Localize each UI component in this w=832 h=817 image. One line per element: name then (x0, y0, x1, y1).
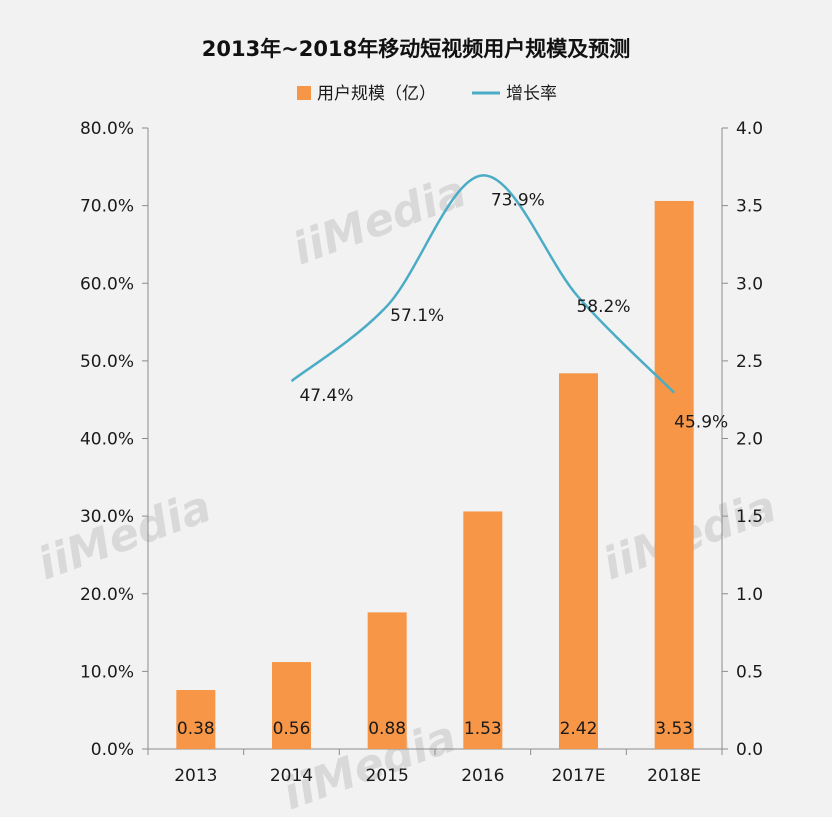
x-tick-label: 2014 (270, 766, 313, 786)
bar-value-label: 0.56 (273, 719, 311, 739)
watermark-text: iiMedia (286, 166, 473, 276)
legend-bar-label: 用户规模（亿） (317, 84, 436, 104)
line-value-label: 45.9% (674, 413, 728, 433)
bar-series (176, 200, 694, 749)
bar (559, 373, 598, 749)
watermark-text: iiMedia (31, 481, 218, 591)
left-tick-label: 40.0% (80, 430, 134, 450)
bar (654, 200, 694, 749)
x-tick-label: 2016 (461, 766, 504, 786)
bar-value-label: 0.38 (177, 719, 215, 739)
bar (272, 662, 311, 749)
x-tick-label: 2013 (174, 766, 217, 786)
left-tick-label: 50.0% (80, 352, 134, 372)
bar-value-label: 2.42 (560, 719, 598, 739)
axes: 0.0% 10.0% 20.0% 30.0% 40.0% 50.0% 60.0% 70.0% 8… (80, 119, 763, 786)
right-tick-label: 2.0 (736, 430, 763, 450)
left-tick-label: 0.0% (91, 740, 134, 760)
right-tick-label: 2.5 (736, 352, 763, 372)
left-tick-label: 60.0% (80, 274, 134, 294)
bar (463, 511, 503, 749)
line-value-label: 47.4% (299, 386, 353, 406)
legend-line-label: 增长率 (506, 84, 557, 104)
right-tick-label: 1.5 (736, 507, 763, 527)
x-tick-label: 2017E (551, 766, 605, 786)
left-tick-label: 70.0% (80, 197, 134, 217)
legend-bar-swatch (297, 86, 311, 100)
line-value-label: 73.9% (491, 190, 545, 210)
growth-rate-line (290, 174, 676, 394)
x-tick-label: 2018E (647, 766, 701, 786)
bar-value-label: 1.53 (464, 719, 502, 739)
data-labels: 0.38 0.56 0.88 1.53 2.42 3.53 47.4% 57.1% 73.9% 5… (177, 190, 728, 739)
right-tick-label: 0.0 (736, 740, 763, 760)
chart-title: 2013年~2018年移动短视频用户规模及预测 (202, 37, 631, 61)
bar (176, 690, 216, 749)
right-tick-label: 3.0 (736, 274, 763, 294)
right-tick-label: 1.0 (736, 585, 763, 605)
line-series (290, 174, 676, 394)
line-value-label: 57.1% (390, 306, 444, 326)
left-tick-label: 30.0% (80, 507, 134, 527)
bar (367, 612, 407, 749)
right-tick-label: 0.5 (736, 662, 763, 682)
left-tick-label: 20.0% (80, 585, 134, 605)
bar-value-label: 3.53 (655, 719, 693, 739)
left-tick-label: 10.0% (80, 662, 134, 682)
legend: 用户规模（亿） 增长率 (297, 84, 557, 104)
line-value-label: 58.2% (576, 297, 630, 317)
bar-value-label: 0.88 (368, 719, 406, 739)
right-tick-label: 4.0 (736, 119, 763, 139)
right-tick-label: 3.5 (736, 197, 763, 217)
left-tick-label: 80.0% (80, 119, 134, 139)
x-tick-label: 2015 (366, 766, 409, 786)
